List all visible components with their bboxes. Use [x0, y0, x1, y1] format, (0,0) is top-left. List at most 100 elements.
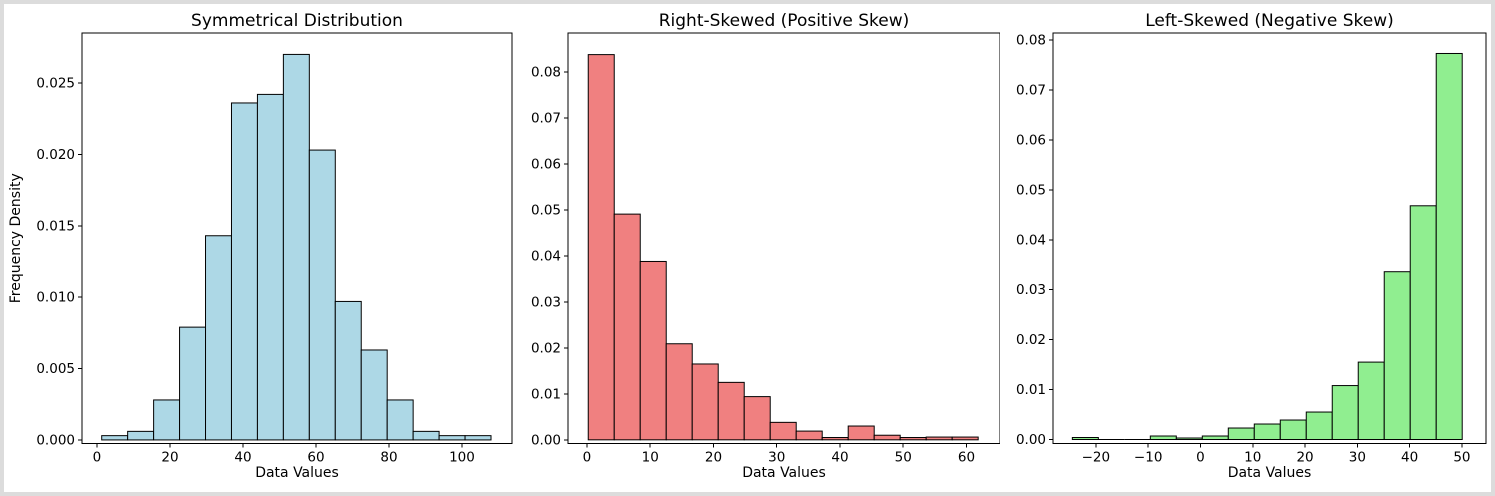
x-axis-label: Data Values — [742, 465, 826, 481]
x-tick-label: 10 — [1244, 450, 1261, 466]
histogram-bar — [925, 436, 953, 441]
y-tick-label: 0.025 — [36, 75, 75, 91]
histogram-bar — [464, 435, 492, 441]
x-tick-label: 0 — [1196, 450, 1205, 466]
x-axis-label: Data Values — [1228, 465, 1312, 481]
y-tick-label: 0.005 — [36, 361, 75, 377]
y-tick-label: 0.05 — [1016, 182, 1046, 198]
chart-title: Right-Skewed (Positive Skew) — [659, 11, 910, 31]
histogram-bar — [438, 435, 466, 441]
histogram-bar — [1383, 271, 1411, 441]
y-tick-label: 0.020 — [36, 147, 75, 163]
axes-frame — [81, 32, 513, 444]
x-tick-label: 60 — [958, 450, 975, 466]
x-tick-label: 20 — [161, 450, 178, 466]
x-axis: −20 −10 0 10 20 30 40 50 — [1082, 443, 1471, 466]
x-tick-label: 10 — [642, 450, 659, 466]
x-tick-label: 0 — [583, 450, 592, 466]
histogram-bar — [101, 435, 129, 441]
histogram-bar — [360, 349, 388, 441]
histogram-bar — [1071, 437, 1099, 441]
x-tick-label: 40 — [234, 450, 251, 466]
histogram-bar — [613, 213, 641, 441]
panel-right-skewed: 0 10 20 30 40 50 60 0.00 0.01 0.02 0.03 0.04 0.05 0.0… — [515, 4, 1000, 492]
y-tick-label: 0.08 — [1016, 32, 1046, 48]
x-tick-label: 50 — [1453, 450, 1470, 466]
x-tick-label: −10 — [1134, 450, 1163, 466]
y-tick-label: 0.015 — [36, 218, 75, 234]
y-tick-label: 0.00 — [1016, 432, 1046, 448]
histogram-bar — [665, 343, 693, 441]
histogram-bar — [1175, 437, 1203, 441]
y-tick-label: 0.07 — [1016, 82, 1046, 98]
y-tick-label: 0.04 — [1016, 232, 1046, 248]
y-tick-label: 0.01 — [531, 386, 561, 402]
y-axis: 0.00 0.01 0.02 0.03 0.04 0.05 0.06 0.07 0.08 — [531, 65, 568, 448]
y-tick-label: 0.06 — [1016, 132, 1046, 148]
histogram-bar — [1279, 419, 1307, 441]
histogram-bar — [205, 235, 232, 441]
y-axis: 0.000 0.005 0.010 0.015 0.020 0.025 — [36, 75, 82, 448]
y-tick-label: 0.000 — [36, 432, 75, 448]
histogram-bar — [1435, 52, 1463, 441]
histogram-bar — [1331, 385, 1359, 441]
histogram-bar — [951, 436, 979, 441]
x-tick-label: 30 — [1349, 450, 1366, 466]
y-tick-label: 0.08 — [531, 65, 561, 81]
histogram-bars — [101, 53, 492, 441]
x-tick-label: 20 — [705, 450, 722, 466]
x-tick-label: 20 — [1296, 450, 1313, 466]
x-tick-label: 40 — [1401, 450, 1418, 466]
panel-symmetrical-distribution: 0 20 40 60 80 100 0.000 0.005 0.010 0.015 0.020 0.0… — [4, 4, 515, 492]
x-tick-label: 0 — [93, 450, 102, 466]
histogram-bar — [769, 421, 797, 441]
y-tick-label: 0.01 — [1016, 382, 1046, 398]
panel-left-skewed: −20 −10 0 10 20 30 40 50 0.00 0.01 0.02 0.03 0.04 0.0… — [1000, 4, 1491, 492]
x-axis: 0 20 40 60 80 100 — [93, 443, 475, 466]
y-tick-label: 0.02 — [1016, 332, 1046, 348]
histogram-bar — [230, 102, 258, 441]
histogram-bar — [127, 430, 155, 441]
histogram-bar — [153, 399, 181, 441]
histogram-bar — [1149, 435, 1177, 441]
histogram-bar — [282, 53, 310, 441]
histogram-bar — [691, 363, 719, 441]
y-tick-label: 0.05 — [531, 202, 561, 218]
histogram-bar — [1253, 423, 1281, 440]
histogram-bar — [334, 300, 362, 441]
histogram-bar — [873, 434, 901, 441]
histogram-bar — [587, 54, 615, 441]
histogram-bar — [179, 326, 207, 441]
histogram-bar — [847, 425, 875, 441]
histogram-bar — [1357, 361, 1385, 441]
histogram-bar — [821, 437, 849, 441]
x-axis: 0 10 20 30 40 50 60 — [583, 443, 975, 466]
histogram-bar — [308, 149, 336, 441]
histogram-bar — [412, 430, 440, 441]
y-axis-label: Frequency Density — [8, 173, 24, 303]
y-tick-label: 0.06 — [531, 157, 561, 173]
histogram-bar — [1409, 205, 1437, 441]
y-tick-label: 0.00 — [531, 432, 561, 448]
histogram-svg-0: 0 20 40 60 80 1000.0000.0050.0100.0150.0200.0… — [8, 11, 513, 481]
x-tick-label: 50 — [895, 450, 912, 466]
y-tick-label: 0.02 — [531, 340, 561, 356]
x-tick-label: 80 — [380, 450, 397, 466]
chart-title: Left-Skewed (Negative Skew) — [1145, 11, 1394, 31]
histogram-bar — [1227, 427, 1255, 441]
histogram-bar — [795, 430, 823, 441]
y-tick-label: 0.03 — [531, 294, 561, 310]
x-tick-label: 40 — [831, 450, 848, 466]
y-axis: 0.00 0.01 0.02 0.03 0.04 0.05 0.06 0.07 0.08 — [1016, 32, 1053, 448]
histogram-bar — [1201, 435, 1229, 441]
histogram-bar — [899, 437, 927, 441]
x-tick-label: 60 — [307, 450, 324, 466]
histogram-bar — [639, 260, 667, 441]
histogram-bar — [386, 399, 414, 441]
axes-frame — [1052, 32, 1487, 444]
x-tick-label: 30 — [768, 450, 785, 466]
histogram-bars — [1071, 52, 1463, 441]
histogram-bar — [1305, 411, 1333, 441]
y-tick-label: 0.04 — [531, 248, 561, 264]
